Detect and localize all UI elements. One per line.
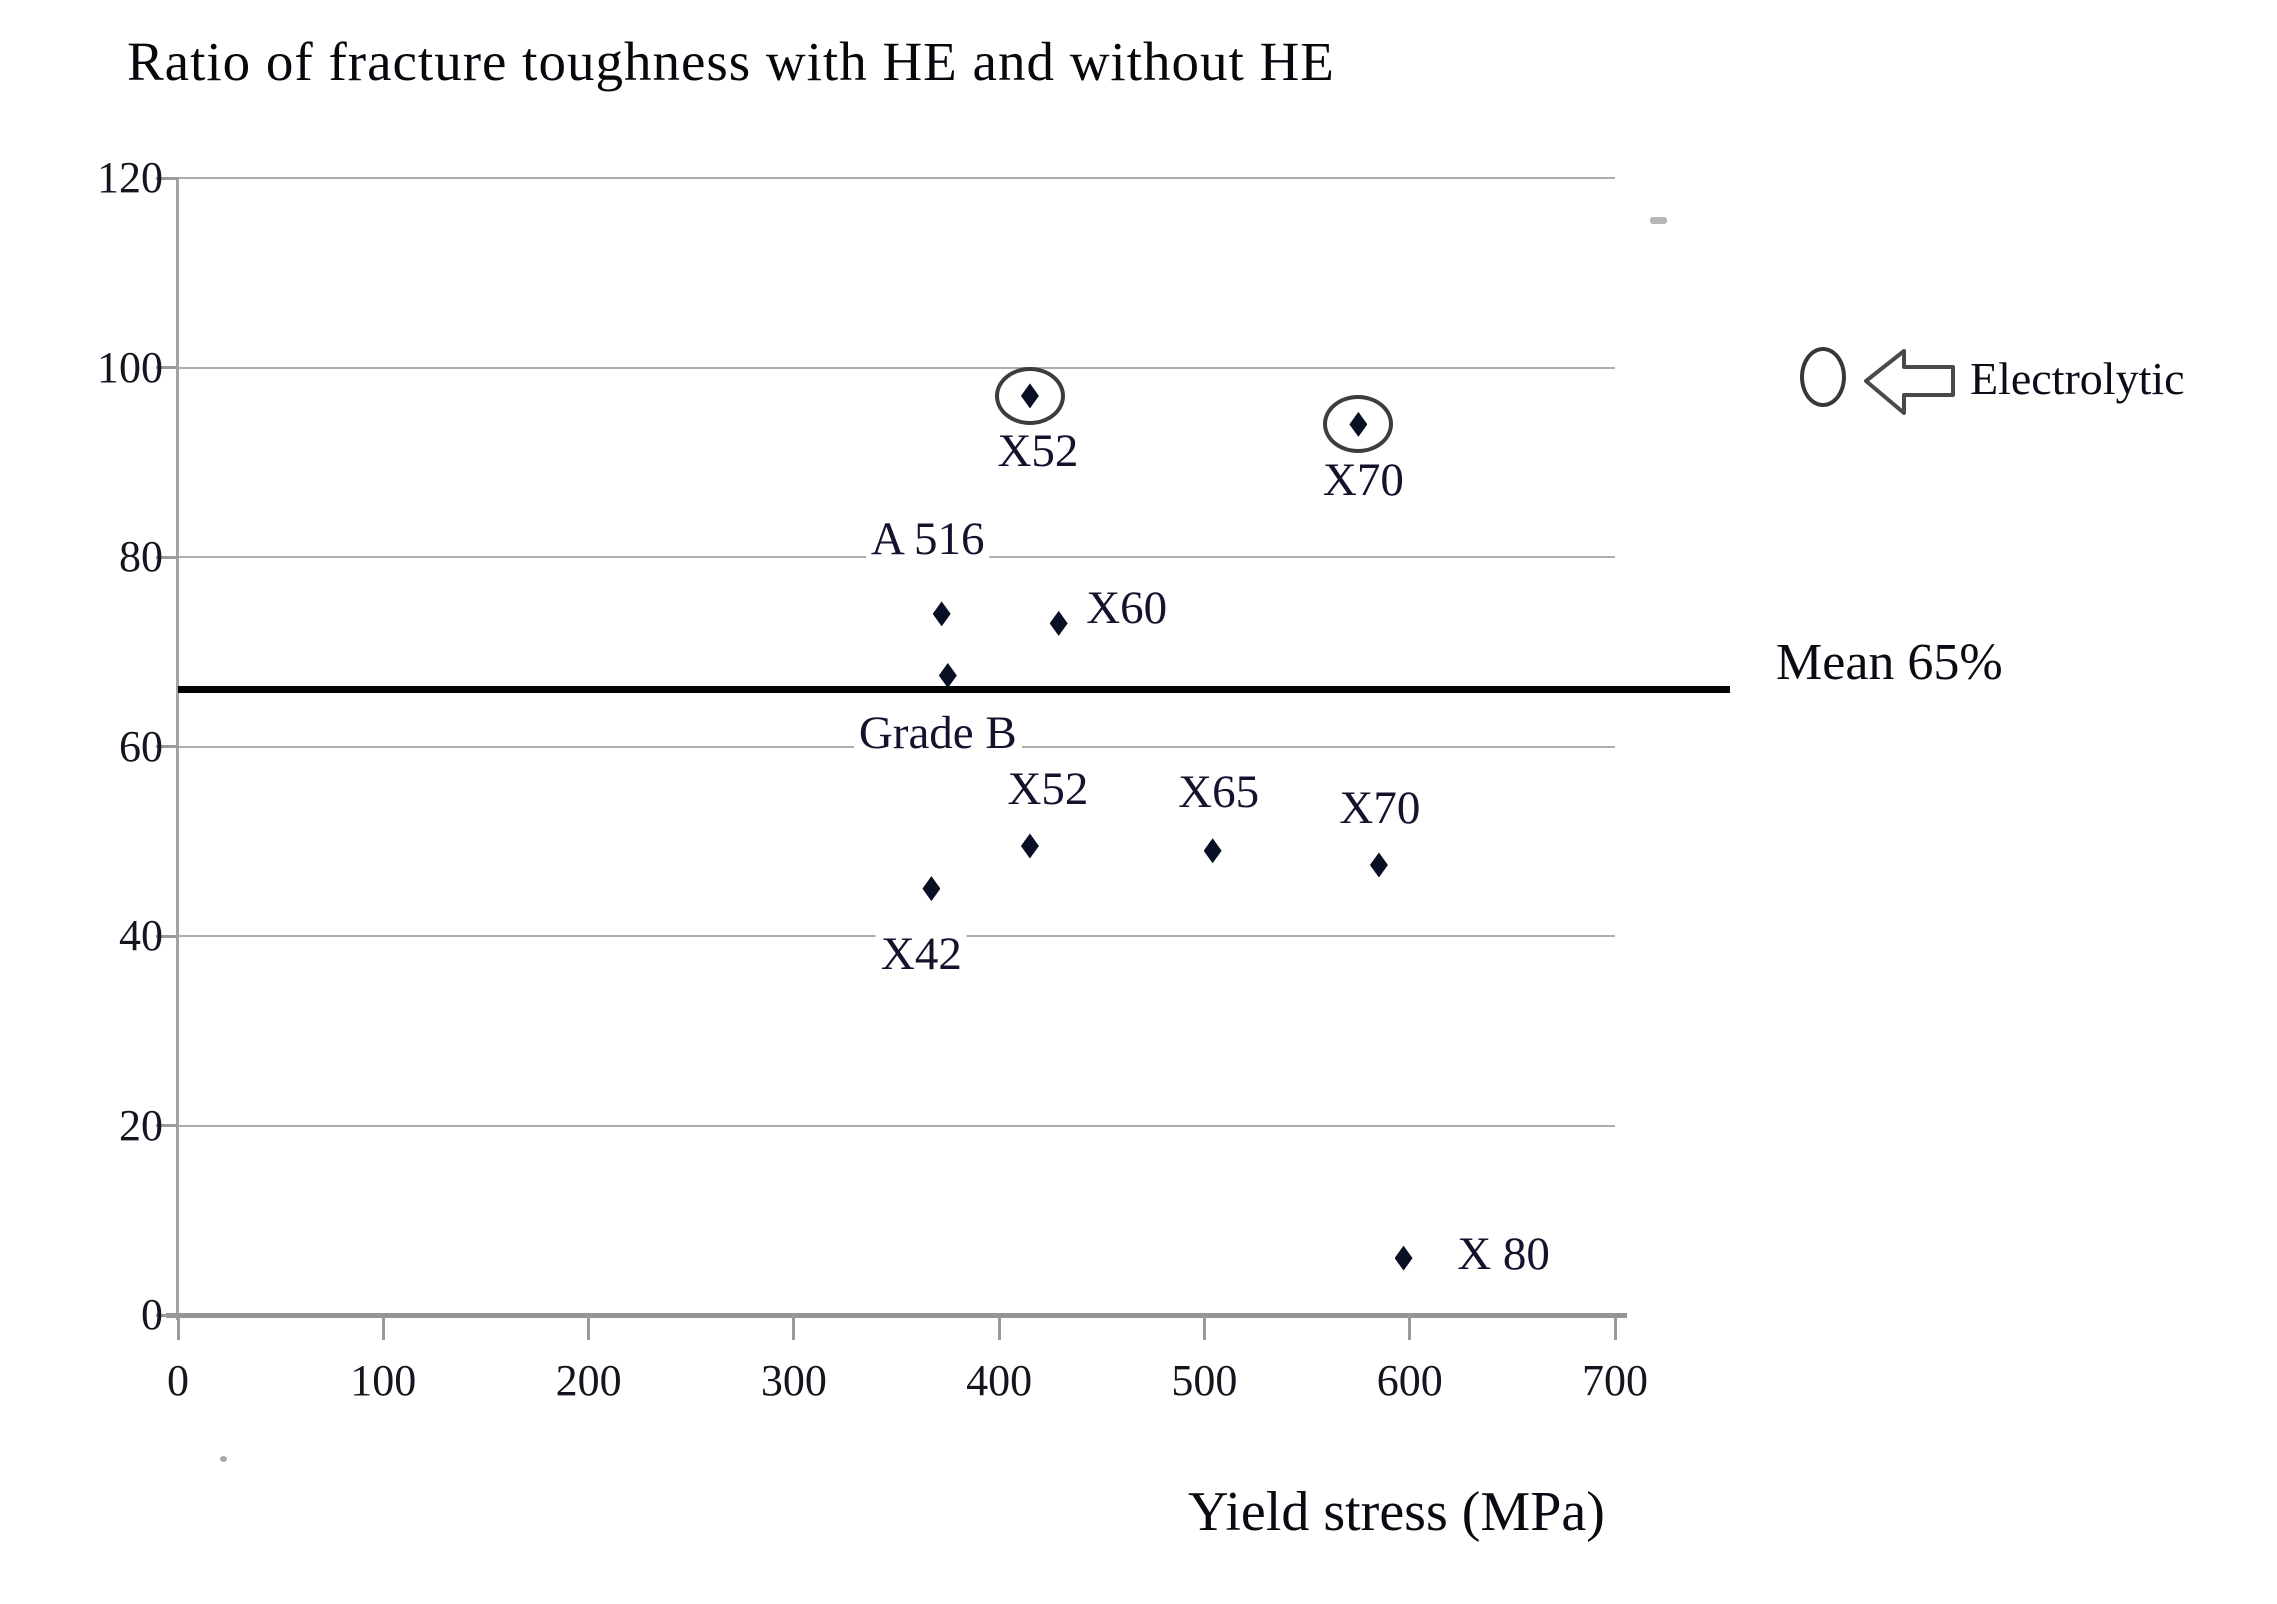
data-point-marker	[1349, 411, 1368, 437]
data-point-label: X65	[1173, 765, 1265, 818]
plot-area: 0 20 40 60 80 100 120 0 100 200 300 400 500 600 700 X52…	[97, 153, 1730, 1405]
stray-mark	[1650, 217, 1667, 224]
x-tick-label: 300	[760, 1356, 827, 1405]
x-axis-title: Yield stress (MPa)	[1188, 1481, 1605, 1543]
data-point-marker	[922, 876, 941, 902]
y-tick-label: 80	[119, 532, 163, 581]
gridline-y-120	[178, 177, 1615, 179]
x-tick-600	[1408, 1316, 1412, 1340]
x-tick-0	[176, 1316, 180, 1340]
x-tick-label: 600	[1376, 1356, 1443, 1405]
y-tick-label: 20	[119, 1100, 163, 1150]
y-tick-label: 40	[119, 911, 163, 960]
data-point-marker	[1203, 838, 1222, 864]
x-tick-label: 400	[966, 1356, 1033, 1405]
x-tick-500	[1202, 1316, 1206, 1340]
data-point-marker	[932, 601, 951, 627]
data-point-label: X52	[1002, 762, 1094, 815]
data-point-label: X70	[1334, 781, 1426, 834]
data-point-marker	[1020, 383, 1039, 409]
data-point-label: X 80	[1452, 1228, 1555, 1281]
data-point-label: X70	[1317, 454, 1409, 507]
y-tick-120	[156, 176, 178, 180]
y-tick-60	[156, 745, 178, 748]
x-tick-label: 500	[1171, 1356, 1238, 1405]
x-tick-300	[792, 1316, 796, 1340]
electrolytic-circle-marker	[994, 366, 1065, 425]
electrolytic-circle-marker	[1323, 395, 1394, 454]
x-tick-400	[997, 1316, 1001, 1340]
data-point-label: A 516	[865, 512, 990, 565]
y-tick-100	[156, 366, 178, 369]
y-tick-80	[156, 555, 178, 559]
x-tick-200	[587, 1316, 591, 1340]
y-axis-line	[176, 178, 179, 1320]
y-tick-20	[156, 1124, 178, 1127]
gridline-y-20	[178, 1124, 1615, 1127]
legend-circle-marker-icon	[1800, 347, 1846, 407]
y-tick-label: 60	[119, 721, 163, 771]
stray-dot	[220, 1456, 227, 1462]
y-tick-label: 120	[97, 153, 163, 202]
chart-title: Ratio of fracture toughness with HE and …	[127, 31, 1335, 92]
data-point-label: X52	[992, 424, 1084, 477]
x-tick-700	[1613, 1316, 1617, 1340]
x-tick-label: 200	[555, 1356, 622, 1405]
y-tick-40	[156, 934, 178, 938]
mean-line	[178, 686, 1730, 694]
gridline-y-100	[178, 366, 1615, 369]
y-tick-label: 100	[97, 342, 163, 392]
y-tick-0	[156, 1313, 178, 1317]
x-axis-line	[166, 1313, 1627, 1318]
data-point-label: X60	[1081, 582, 1173, 635]
legend-label: Electrolytic	[1970, 353, 2185, 404]
y-tick-label: 0	[141, 1290, 163, 1339]
x-tick-label: 700	[1582, 1356, 1648, 1405]
x-tick-label: 0	[167, 1356, 189, 1405]
mean-line-label: Mean 65%	[1776, 634, 2003, 691]
data-point-marker	[1394, 1245, 1413, 1271]
data-point-marker	[938, 662, 957, 688]
data-point-label: X42	[875, 927, 967, 980]
left-arrow-icon	[1864, 349, 1955, 415]
data-point-marker	[1020, 833, 1039, 859]
data-point-marker	[1049, 610, 1068, 636]
x-tick-100	[381, 1316, 385, 1340]
x-tick-label: 100	[350, 1356, 417, 1405]
data-point-marker	[1369, 852, 1388, 878]
data-point-label: Grade B	[853, 707, 1022, 760]
